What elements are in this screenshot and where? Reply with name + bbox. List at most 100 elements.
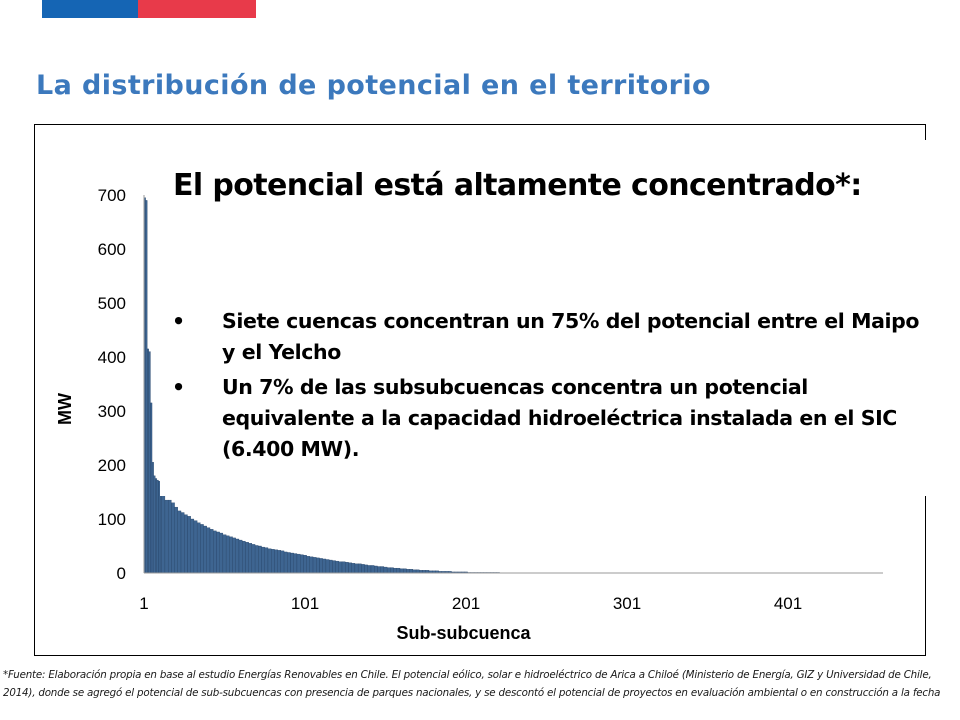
bar [361,564,365,574]
footnote: *Fuente: Elaboración propia en base al e… [3,669,941,699]
bar [325,559,330,574]
bar [390,567,394,574]
bar [254,545,259,574]
bar [351,563,356,574]
bar [213,530,217,574]
bullet-dot-icon: • [172,309,185,333]
bar [148,351,151,574]
y-tick-label: 400 [98,348,126,367]
bar [206,527,211,574]
bar [328,559,333,574]
bar [364,564,368,574]
bar [335,560,339,574]
bar [409,569,414,574]
bar [348,562,352,574]
y-tick-label: 300 [98,402,126,421]
x-tick-label: 301 [613,594,641,613]
bar [380,566,385,574]
bar [386,567,391,574]
bar [145,200,148,574]
y-tick-label: 0 [117,564,126,583]
bar [209,529,214,574]
bar [396,567,401,574]
bar [216,531,220,574]
bar [184,514,188,574]
y-tick-label: 100 [98,510,126,529]
bar [312,557,317,574]
y-tick-label: 200 [98,456,126,475]
bar [319,558,323,574]
x-tick-label: 401 [774,594,802,613]
bar [156,479,159,574]
overlay-heading: El potencial está altamente concentrado*… [173,168,862,203]
bar [264,547,269,574]
bar [280,550,285,574]
bar [196,522,201,574]
bar [345,562,349,574]
bar [383,566,388,574]
bar [251,544,256,574]
bar [229,536,233,574]
slide-title: La distribución de potencial en el terri… [36,70,712,101]
bar [403,568,407,574]
bar [290,552,294,574]
bar [222,534,227,574]
bar [303,555,307,574]
bar [258,545,262,574]
bar [232,537,236,574]
flag-stripe-blue [42,0,138,18]
bar [180,512,185,574]
y-tick-label: 700 [98,186,126,205]
bar [296,553,301,574]
bar [174,506,178,574]
bar [332,560,336,574]
bar [245,542,249,574]
bar [287,552,291,574]
bar [271,549,275,574]
bar [283,551,288,574]
bar [238,539,243,574]
bar [261,546,265,574]
bar [293,553,298,574]
bar [203,525,207,574]
bullet-item: • Siete cuencas concentran un 75% del pot… [172,306,922,368]
bar [187,516,191,574]
x-tick-label: 101 [291,594,319,613]
bar [242,540,246,574]
bullet-text: Siete cuencas concentran un 75% del pote… [222,309,920,364]
y-tick-labels: 0 100 200 300 400 500 600 700 [98,186,126,583]
bullet-dot-icon: • [172,375,185,399]
x-tick-label: 1 [139,594,148,613]
y-axis-label: MW [55,393,75,425]
bar [167,499,172,574]
bar [377,566,381,574]
bullet-item: • Un 7% de las subsubcuencas concentra un… [172,372,922,465]
bar [164,499,169,574]
bar [248,543,253,574]
bar [300,554,304,574]
bar [354,563,359,574]
bar [370,565,375,574]
bar [161,491,166,574]
bar [322,558,327,574]
bar [309,556,314,574]
bar [200,524,204,574]
bar [190,518,195,574]
bar [399,568,404,574]
bar [406,569,410,574]
bar [171,502,175,574]
bar [393,567,397,574]
bar [316,557,320,574]
bar [151,462,154,574]
x-tick-labels: 1 101 201 301 401 [139,594,802,613]
bar [177,510,182,574]
bar [338,561,343,574]
bars-group [143,197,549,574]
bar [277,550,282,574]
bar [267,548,272,574]
y-tick-label: 600 [98,240,126,259]
y-tick-label: 500 [98,294,126,313]
bar [367,565,372,574]
bar [374,565,378,574]
